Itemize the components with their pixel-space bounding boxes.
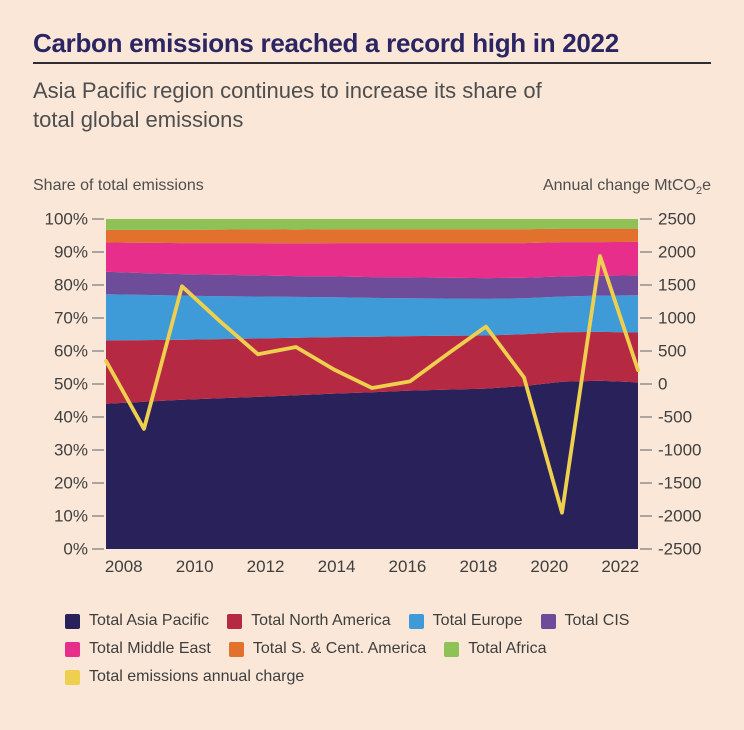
left-axis-tick-label: 0% xyxy=(63,540,88,559)
left-axis-tick-label: 10% xyxy=(54,507,88,526)
legend-row: Total emissions annual charge xyxy=(65,667,629,687)
chart-legend: Total Asia Pacific Total North America Tot… xyxy=(65,611,629,687)
right-axis-tick-label: 1500 xyxy=(658,276,696,295)
right-axis-tick-label: -1000 xyxy=(658,441,701,460)
legend-label: Total North America xyxy=(251,612,391,629)
area-total-africa xyxy=(106,219,638,230)
legend-swatch-icon xyxy=(65,613,80,629)
line-total-emissions-annual-charge xyxy=(104,254,640,515)
area-total-cis xyxy=(106,271,638,299)
x-axis-label: 2014 xyxy=(318,557,356,576)
right-axis-caption: Annual change MtCO2e xyxy=(542,177,711,197)
right-axis-tick-label: 0 xyxy=(658,375,667,394)
left-axis-tick-label: 50% xyxy=(54,375,88,394)
legend-item-total-europe: Total Europe xyxy=(408,611,523,631)
legend-swatch-icon xyxy=(65,641,80,657)
legend-label: Total Europe xyxy=(432,612,523,629)
left-axis-tick-label: 60% xyxy=(54,342,88,361)
legend-label: Total Middle East xyxy=(89,640,211,657)
legend-row: Total Asia Pacific Total North America Tot… xyxy=(65,611,629,631)
legend-item-total-asia-pacific: Total Asia Pacific xyxy=(65,611,209,631)
legend-item-total-africa: Total Africa xyxy=(444,639,547,659)
left-axis-tick-label: 20% xyxy=(54,474,88,493)
right-axis-tick-label: -2500 xyxy=(658,540,701,559)
title-divider xyxy=(33,62,711,64)
legend-swatch-icon xyxy=(408,613,424,629)
left-axis-tick-label: 40% xyxy=(54,408,88,427)
area-total-middle-east xyxy=(106,241,638,279)
legend-item-total-cis: Total CIS xyxy=(540,611,630,631)
x-axis-label: 2008 xyxy=(105,557,143,576)
legend-label: Total Asia Pacific xyxy=(89,612,210,629)
page-subtitle: Asia Pacific region continues to increas… xyxy=(33,76,542,134)
legend-item-total-emissions-annual-charge: Total emissions annual charge xyxy=(65,667,304,687)
legend-swatch-icon xyxy=(444,641,460,657)
legend-label: Total emissions annual charge xyxy=(89,668,305,685)
x-axis-label: 2020 xyxy=(530,557,568,576)
right-axis-tick-label: 2500 xyxy=(658,210,696,229)
right-axis-tick-label: 500 xyxy=(658,342,686,361)
page-title: Carbon emissions reached a record high i… xyxy=(33,28,619,58)
left-axis-caption: Share of total emissions xyxy=(33,177,204,194)
legend-swatch-icon xyxy=(540,613,556,629)
chart-canvas: 0% 10% 20% 30% 40% 50% 60% 70% 80% 90% 100% 2500 200… xyxy=(45,210,702,577)
left-axis-tick-label: 70% xyxy=(54,309,88,328)
emissions-chart: 0% 10% 20% 30% 40% 50% 60% 70% 80% 90% 100% 2500 200… xyxy=(45,210,702,577)
subscript-2: 2 xyxy=(695,185,703,197)
x-axis-label: 2012 xyxy=(247,557,285,576)
legend-swatch-icon xyxy=(227,613,243,629)
x-axis-label: 2018 xyxy=(459,557,497,576)
subtitle-line-1: Asia Pacific region continues to increas… xyxy=(33,78,542,103)
area-total-asia-pacific xyxy=(106,380,638,549)
right-axis-tick-label: 2000 xyxy=(658,243,696,262)
area-total-s-cent-america xyxy=(106,228,638,244)
legend-item-total-s-cent-america: Total S. & Cent. America xyxy=(228,639,427,659)
legend-item-total-north-america: Total North America xyxy=(227,611,391,631)
right-axis-tick-label: -500 xyxy=(658,408,692,427)
left-axis-tick-label: 30% xyxy=(54,441,88,460)
legend-label: Total Africa xyxy=(468,640,547,657)
x-axis-label: 2010 xyxy=(176,557,214,576)
left-axis-tick-label: 80% xyxy=(54,276,88,295)
legend-row: Total Middle East Total S. & Cent. Americ… xyxy=(65,639,629,659)
subtitle-line-2: total global emissions xyxy=(33,107,244,132)
x-axis-label: 2016 xyxy=(389,557,427,576)
x-axis-label: 2022 xyxy=(601,557,639,576)
right-axis-tick-label: -2000 xyxy=(658,507,701,526)
legend-label: Total CIS xyxy=(564,612,630,629)
left-axis-tick-label: 90% xyxy=(54,243,88,262)
legend-swatch-icon xyxy=(65,669,80,685)
right-axis-tick-label: 1000 xyxy=(658,309,696,328)
area-total-europe xyxy=(106,294,638,341)
legend-item-total-middle-east: Total Middle East xyxy=(65,639,211,659)
right-axis-tick-label: -1500 xyxy=(658,474,701,493)
legend-swatch-icon xyxy=(228,641,244,657)
left-axis-tick-label: 100% xyxy=(45,210,88,229)
legend-label: Total S. & Cent. America xyxy=(252,640,427,657)
